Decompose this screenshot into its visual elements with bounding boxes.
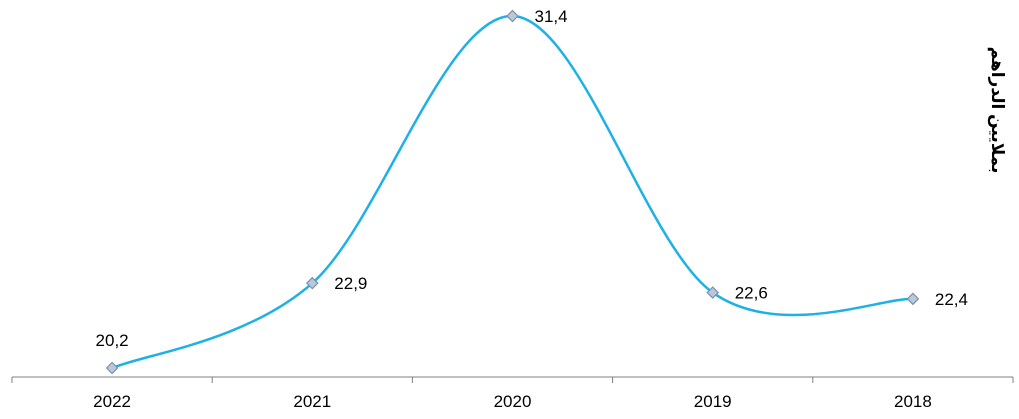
x-tick-label: 2022 bbox=[93, 392, 131, 411]
data-point-marker bbox=[105, 361, 119, 375]
series-line-group bbox=[110, 14, 915, 370]
data-label: 31,4 bbox=[535, 7, 568, 26]
x-axis: 2022 2021 2020 2019 2018 bbox=[11, 376, 1014, 411]
y-axis-label: بملايين الدراهم bbox=[987, 47, 1007, 174]
data-label: 20,2 bbox=[96, 331, 129, 350]
x-tick-label: 2021 bbox=[293, 392, 331, 411]
x-tick-label: 2020 bbox=[494, 392, 532, 411]
data-point-marker bbox=[305, 276, 319, 290]
series-line bbox=[110, 14, 915, 370]
data-point-marker bbox=[706, 286, 720, 299]
x-tick-label: 2019 bbox=[694, 392, 732, 411]
data-label: 22,9 bbox=[334, 274, 367, 293]
data-point-marker bbox=[506, 9, 519, 23]
x-tick-label: 2018 bbox=[894, 392, 932, 411]
data-label-group: 20,2 22,9 31,4 22,6 22,4 bbox=[96, 7, 968, 350]
data-label: 22,4 bbox=[935, 290, 968, 309]
data-label: 22,6 bbox=[735, 284, 768, 303]
marker-group bbox=[105, 9, 920, 375]
data-point-marker bbox=[906, 292, 920, 306]
